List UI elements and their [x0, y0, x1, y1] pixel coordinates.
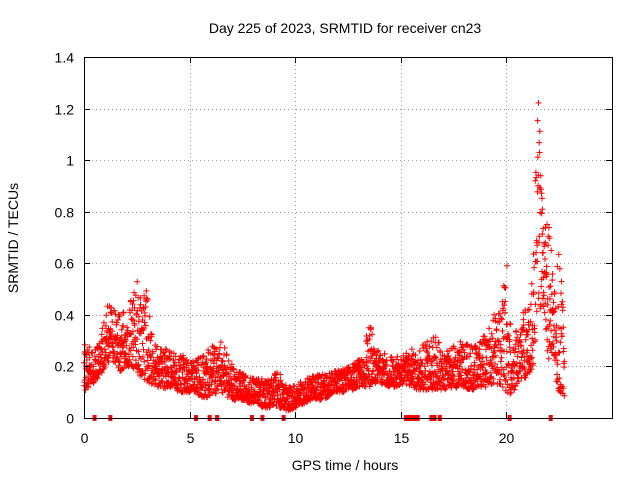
x-tick-label: 0 [81, 430, 89, 446]
y-tick-label: 1.4 [55, 50, 75, 66]
y-tick-label: 1 [66, 153, 74, 169]
x-axis-label: GPS time / hours [292, 457, 399, 473]
x-tick-label: 15 [394, 430, 410, 446]
y-tick-labels: 0 0.2 0.4 0.6 0.8 1 1.2 1.4 [55, 50, 75, 427]
y-axis-label: SRMTID / TECUs [5, 183, 21, 293]
x-tick-label: 10 [288, 430, 304, 446]
x-tick-labels: 0 5 10 15 20 [81, 430, 515, 446]
chart-title: Day 225 of 2023, SRMTID for receiver cn2… [209, 20, 482, 36]
x-tick-label: 20 [499, 430, 515, 446]
y-tick-label: 1.2 [55, 102, 75, 118]
grid-layer [84, 57, 612, 418]
y-tick-label: 0.2 [55, 359, 75, 375]
plot-frame [84, 57, 613, 419]
x-tick-label: 5 [187, 430, 195, 446]
y-tick-label: 0.6 [55, 256, 75, 272]
axis-ticks [84, 57, 612, 419]
y-tick-label: 0.4 [55, 308, 75, 324]
y-tick-label: 0 [66, 411, 74, 427]
y-tick-label: 0.8 [55, 205, 75, 221]
